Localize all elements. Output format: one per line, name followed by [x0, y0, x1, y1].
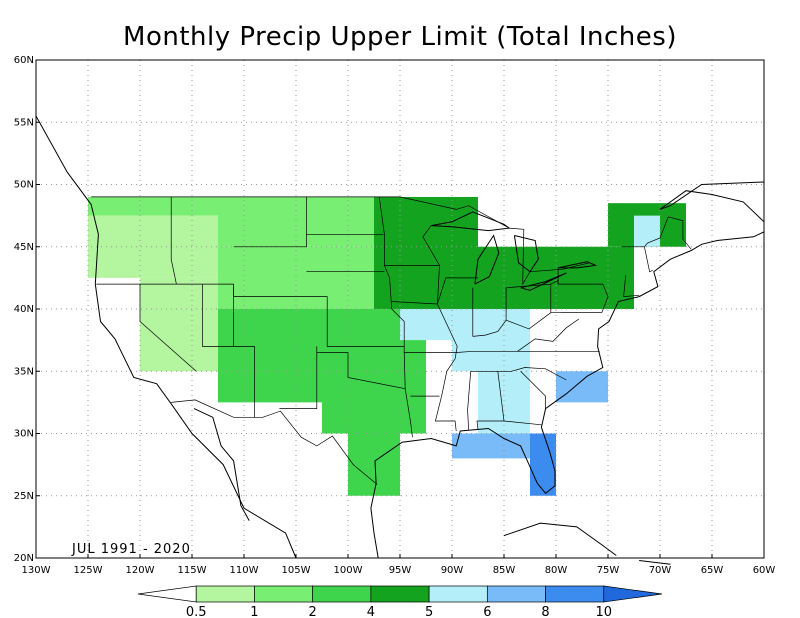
state-border	[316, 352, 406, 390]
lat-tick-label: 60N	[14, 55, 34, 66]
colorbar-label: 1	[250, 605, 258, 618]
period-label: JUL 1991 - 2020	[72, 542, 191, 557]
coastline	[659, 181, 765, 223]
precip-cell	[374, 196, 478, 309]
precip-cell	[218, 246, 374, 309]
state-border	[306, 296, 405, 347]
state-border	[279, 346, 318, 409]
colorbar-label: 5	[425, 605, 433, 618]
lake-outline	[431, 211, 511, 232]
state-border	[391, 277, 478, 305]
state-border	[623, 275, 640, 297]
precip-cell	[556, 371, 608, 403]
state-border	[503, 420, 542, 426]
lat-tick-label: 40N	[14, 304, 34, 315]
lon-tick-label: 95W	[389, 565, 412, 576]
precip-cell	[140, 215, 218, 278]
state-border	[472, 287, 507, 337]
state-border	[644, 216, 692, 250]
grid-lines	[36, 60, 764, 558]
colorbar-label: 6	[483, 605, 491, 618]
precip-cell	[348, 433, 400, 496]
precip-cell	[218, 309, 322, 403]
colorbar-label: 2	[309, 605, 317, 618]
lon-tick-label: 75W	[597, 565, 620, 576]
precip-cell	[452, 309, 530, 372]
lat-tick-label: 30N	[14, 429, 34, 440]
state-border	[378, 196, 413, 438]
lake-outline	[474, 234, 500, 285]
precip-cell	[530, 433, 556, 496]
colorbar-swatch	[254, 585, 314, 603]
colorbar-swatch	[428, 585, 488, 603]
coastline	[370, 231, 765, 559]
precip-cell	[478, 371, 530, 434]
state-border	[139, 284, 197, 372]
lon-tick-label: 125W	[74, 565, 103, 576]
colorbar-swatch	[195, 585, 255, 603]
precip-cell	[218, 196, 374, 247]
precip-cell	[634, 215, 660, 247]
longitude-labels: 130W 125W 120W 115W 110W 105W 100W 95W 90W 85W 80W…	[22, 554, 776, 576]
colorbar-swatch	[486, 585, 546, 603]
colorbar-swatch	[370, 585, 430, 603]
state-border	[171, 399, 378, 485]
lon-tick-label: 120W	[126, 565, 155, 576]
lon-tick-label: 90W	[441, 565, 464, 576]
coastline	[35, 115, 297, 559]
lat-tick-label: 35N	[14, 366, 34, 377]
lake-outline	[520, 272, 567, 291]
coastline	[503, 522, 617, 556]
state-border	[422, 225, 458, 432]
lon-tick-label: 115W	[178, 565, 207, 576]
lon-tick-label: 110W	[230, 565, 259, 576]
map-title: Monthly Precip Upper Limit (Total Inches…	[123, 22, 677, 52]
state-border	[520, 371, 546, 409]
state-border	[233, 196, 307, 248]
coastlines	[35, 115, 765, 565]
colorbar-label: 0.5	[186, 605, 207, 618]
lon-tick-label: 85W	[493, 565, 516, 576]
lon-tick-label: 60W	[753, 565, 776, 576]
state-border	[202, 284, 255, 418]
precip-cell	[400, 309, 452, 341]
state-border	[404, 350, 600, 353]
lat-tick-label: 25N	[14, 491, 34, 502]
colorbar-swatch	[545, 585, 605, 603]
colorbar-swatch	[312, 585, 372, 603]
colorbar-label: 8	[541, 605, 549, 618]
lake-outline	[557, 261, 598, 269]
colorbar: 0.5 1 2 4 5 6 8 10	[137, 585, 663, 618]
lat-tick-label: 20N	[14, 553, 34, 564]
state-border	[467, 371, 472, 430]
precip-cell	[88, 196, 218, 216]
colorbar-label: 10	[596, 605, 613, 618]
state-border	[621, 246, 653, 273]
coastline	[639, 560, 671, 565]
state-border	[476, 371, 505, 430]
lon-tick-label: 130W	[22, 565, 51, 576]
lon-tick-label: 105W	[282, 565, 311, 576]
state-border	[170, 196, 177, 285]
state-border	[470, 367, 567, 381]
latitude-labels: 20N 25N 30N 35N 40N 45N 50N 55N 60N	[14, 55, 40, 564]
colorbar-label: 4	[367, 605, 375, 618]
coastline	[193, 408, 250, 521]
lake-outline	[513, 235, 539, 273]
lon-tick-label: 70W	[649, 565, 672, 576]
lon-tick-label: 80W	[545, 565, 568, 576]
precip-cell	[452, 433, 530, 459]
lat-tick-label: 50N	[14, 180, 34, 191]
lon-tick-label: 100W	[334, 565, 363, 576]
colorbar-swatch	[137, 585, 197, 603]
state-borders	[91, 196, 692, 485]
precip-cell	[140, 277, 218, 372]
state-border	[517, 318, 580, 352]
lat-tick-label: 45N	[14, 242, 34, 253]
state-border	[399, 196, 590, 286]
lat-tick-label: 55N	[14, 117, 34, 128]
lon-tick-label: 65W	[701, 565, 724, 576]
colorbar-swatch	[603, 585, 663, 603]
